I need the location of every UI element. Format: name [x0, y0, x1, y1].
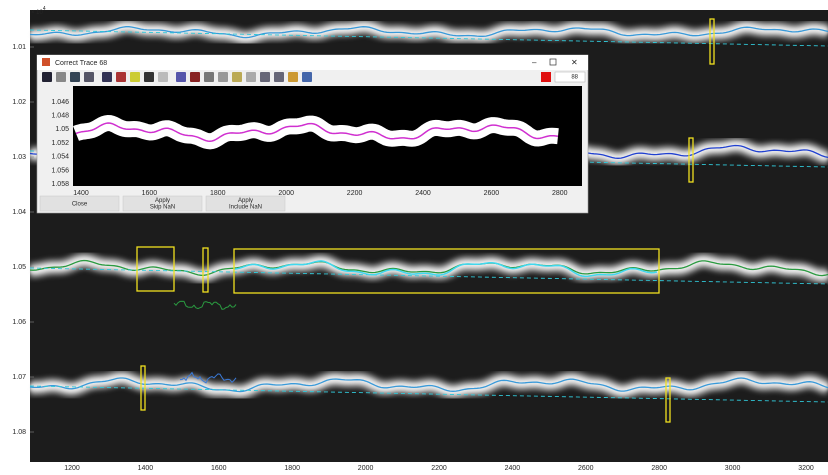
toolbar-button[interactable]: [288, 72, 298, 82]
button-face[interactable]: [205, 195, 286, 212]
toolbar-button[interactable]: [176, 72, 186, 82]
dialog-x-tick-label: 1400: [73, 190, 89, 197]
toolbar-button[interactable]: [116, 72, 126, 82]
guide-line: [29, 385, 828, 403]
x-tick-label: 2000: [358, 465, 374, 472]
dialog-x-tick-label: 1600: [142, 190, 158, 197]
y-tick-label: 1.03: [12, 154, 26, 161]
x-tick-label: 1400: [138, 465, 154, 472]
exponent: × 104: [31, 6, 46, 15]
toolbar-button[interactable]: [260, 72, 270, 82]
close-window[interactable]: ✕: [571, 58, 578, 67]
button-label: Close: [72, 202, 88, 208]
highlight-trace: [233, 260, 658, 278]
y-tick-label: 1.08: [12, 429, 26, 436]
trace-line: [29, 259, 828, 277]
dialog-x-tick-label: 2800: [552, 190, 568, 197]
toolbar-button[interactable]: [274, 72, 284, 82]
button-label: Skip NaN: [150, 205, 175, 211]
stray-trace: [173, 300, 237, 310]
dialog-y-tick-label: 1.058: [51, 181, 69, 188]
dialog-x-tick-label: 2000: [278, 190, 294, 197]
button[interactable]: Close: [39, 195, 120, 212]
x-tick-label: 1600: [211, 465, 227, 472]
button-label: Apply: [155, 198, 170, 204]
button-label: Apply: [238, 198, 253, 204]
x-tick-label: 2200: [431, 465, 447, 472]
button-face[interactable]: [39, 195, 120, 212]
x-tick-label: 1800: [284, 465, 300, 472]
x-tick-label: 3200: [798, 465, 814, 472]
dialog-y-tick-label: 1.054: [51, 154, 69, 161]
toolbar-button[interactable]: [204, 72, 214, 82]
button-label: Include NaN: [229, 205, 262, 211]
toolbar-button[interactable]: [158, 72, 168, 82]
trace-field-value: 88: [571, 75, 578, 81]
toolbar-button[interactable]: [56, 72, 66, 82]
dialog-y-tick-label: 1.048: [51, 113, 69, 120]
y-tick-label: 1.07: [12, 374, 26, 381]
dialog-y-tick-label: 1.046: [51, 99, 69, 106]
stray-trace: [179, 371, 237, 384]
toolbar-button[interactable]: [84, 72, 94, 82]
minimize[interactable]: –: [532, 58, 537, 67]
toolbar-button[interactable]: [42, 72, 52, 82]
y-tick-label: 1.01: [12, 44, 26, 51]
toolbar-button[interactable]: [144, 72, 154, 82]
y-tick-label: 1.04: [12, 209, 26, 216]
dialog-title: Correct Trace 68: [55, 60, 107, 67]
dialog: Correct Trace 68 – ✕ 88 1.046 1.048 1.05 1.…: [36, 54, 589, 214]
toolbar-button[interactable]: [302, 72, 312, 82]
toolbar-button[interactable]: [70, 72, 80, 82]
x-tick-label: 2600: [578, 465, 594, 472]
x-tick-label: 1200: [64, 465, 80, 472]
dialog-y-tick-label: 1.056: [51, 167, 69, 174]
y-tick-label: 1.06: [12, 319, 26, 326]
trace-field[interactable]: [554, 71, 586, 83]
toolbar-button[interactable]: [102, 72, 112, 82]
toolbar-button[interactable]: [190, 72, 200, 82]
x-tick-label: 2800: [651, 465, 667, 472]
guide-line: [29, 267, 828, 285]
dialog-x-tick-label: 2200: [347, 190, 363, 197]
app-icon: [42, 58, 50, 66]
dialog-x-tick-label: 2600: [484, 190, 500, 197]
maximize[interactable]: [549, 58, 557, 66]
button-face[interactable]: [122, 195, 203, 212]
y-tick-label: 1.02: [12, 99, 26, 106]
trace-line: [29, 26, 828, 39]
dialog-y-tick-label: 1.05: [55, 126, 69, 133]
toolbar-button[interactable]: [218, 72, 228, 82]
dialog-y-tick-label: 1.052: [51, 140, 69, 147]
trace-line: [29, 377, 828, 393]
x-tick-label: 2400: [505, 465, 521, 472]
stop-icon[interactable]: [541, 72, 551, 82]
dialog-x-tick-label: 2400: [415, 190, 431, 197]
guide-line: [29, 29, 828, 47]
dialog-trace-line: [75, 122, 559, 143]
yellow-boxes: [136, 18, 715, 423]
toolbar-button[interactable]: [246, 72, 256, 82]
x-tick-label: 3000: [725, 465, 741, 472]
y-tick-label: 1.05: [12, 264, 26, 271]
toolbar-button[interactable]: [130, 72, 140, 82]
toolbar-button[interactable]: [232, 72, 242, 82]
dialog-x-tick-label: 1800: [210, 190, 226, 197]
